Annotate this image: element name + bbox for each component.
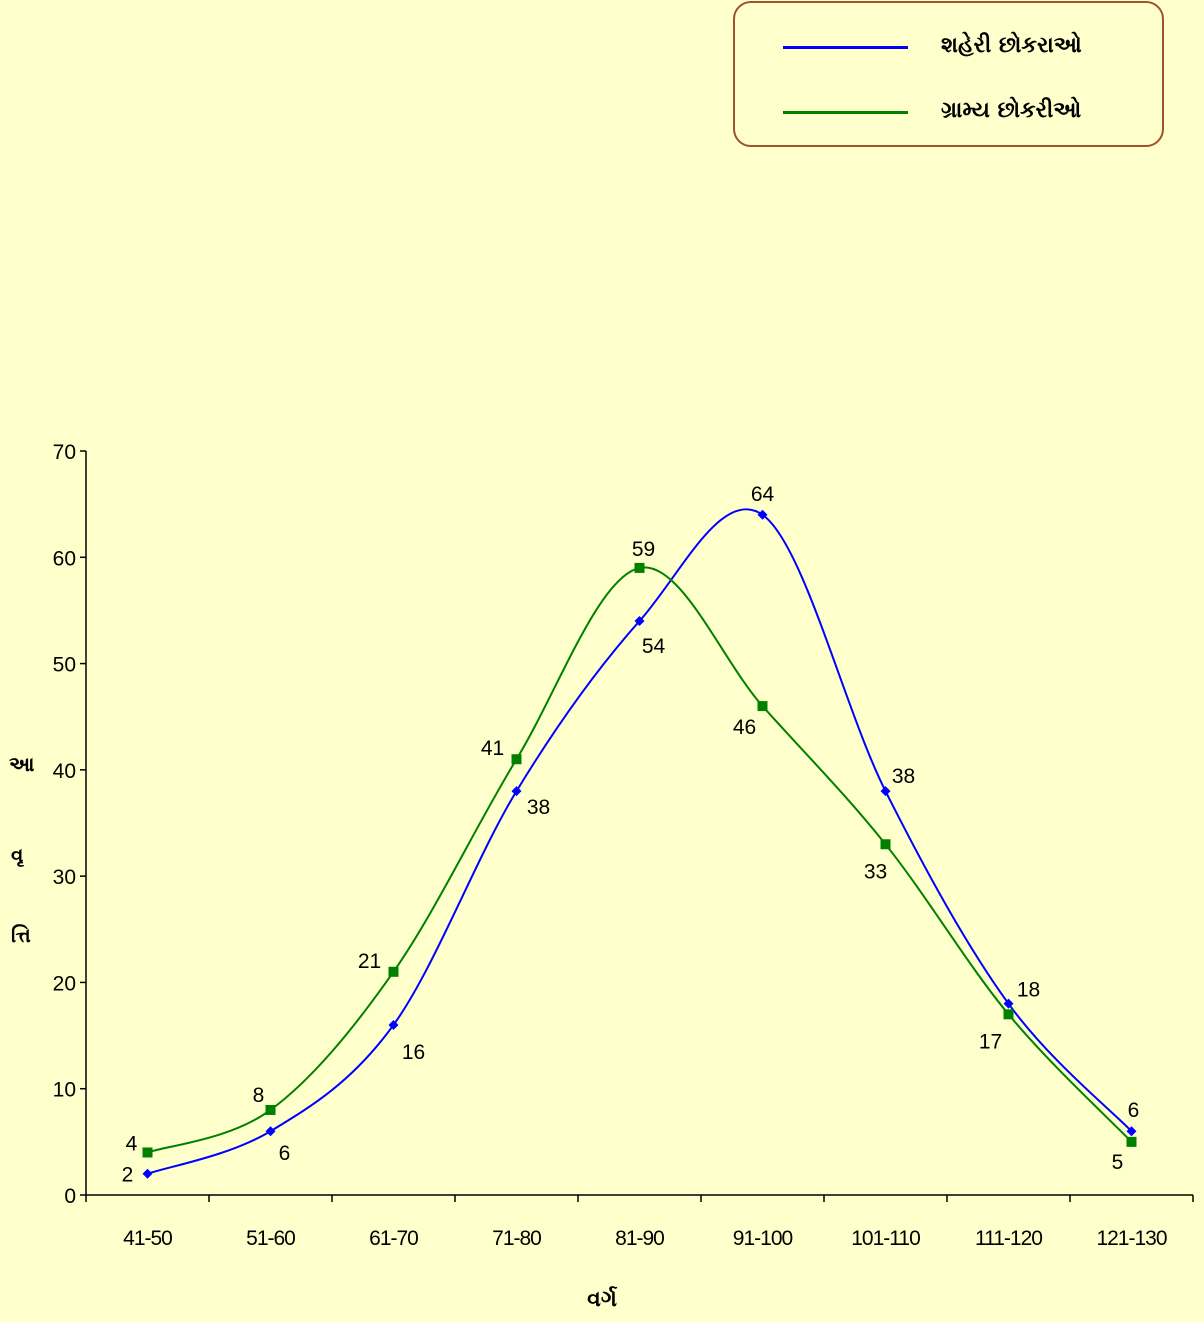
legend: શહેરી છોકરાઓ ગ્રામ્ય છોકરીઓ	[733, 1, 1164, 147]
series-2-marker	[757, 701, 768, 712]
series-line-2	[147, 566, 1133, 1154]
y-axis-label-part-1: આ	[9, 752, 35, 776]
x-tick-label: 111-120	[975, 1227, 1042, 1250]
data-label: 59	[632, 538, 655, 561]
data-label: 33	[864, 860, 887, 883]
y-axis-label-part-2: વૃ	[11, 843, 24, 867]
x-tick-label: 81-90	[615, 1227, 664, 1250]
legend-item-rural-girls: ગ્રામ્ય છોકરીઓ	[735, 92, 1162, 132]
y-tick-label: 40	[53, 760, 76, 783]
data-label: 64	[751, 483, 775, 506]
series-1-marker	[1003, 998, 1014, 1009]
data-label: 2	[122, 1164, 134, 1187]
legend-swatch-blue	[783, 46, 908, 49]
series-1-marker	[265, 1126, 276, 1137]
x-tick-label: 91-100	[733, 1227, 793, 1250]
series-1-marker	[880, 786, 891, 797]
y-tick-label: 30	[53, 866, 76, 889]
series-2-marker	[142, 1147, 153, 1158]
x-tick-label: 101-110	[851, 1227, 920, 1250]
series-2-marker	[634, 562, 645, 573]
y-tick-label: 10	[53, 1079, 76, 1102]
series-2-marker	[265, 1104, 276, 1115]
series-1-marker	[388, 1019, 399, 1030]
series-2-marker	[388, 966, 399, 977]
x-tick-label: 41-50	[123, 1227, 172, 1250]
data-label: 17	[979, 1030, 1002, 1053]
x-tick-label: 61-70	[369, 1227, 418, 1250]
data-label: 41	[481, 737, 504, 760]
data-label: 6	[279, 1142, 291, 1165]
x-tick-label: 121-130	[1096, 1227, 1166, 1250]
series-1-marker	[511, 786, 522, 797]
x-axis-label: વર્ગ	[587, 1287, 617, 1312]
data-label: 4	[126, 1132, 138, 1155]
data-label: 38	[892, 765, 915, 788]
y-tick-label: 20	[53, 972, 76, 995]
legend-label: ગ્રામ્ય છોકરીઓ	[941, 98, 1082, 123]
y-tick-label: 70	[53, 441, 76, 464]
data-label: 54	[642, 635, 666, 658]
series-2-marker	[511, 754, 522, 765]
data-label: 38	[527, 796, 550, 819]
series-1-marker	[757, 509, 768, 520]
y-tick-label: 50	[53, 654, 76, 677]
y-tick-label: 60	[53, 547, 76, 570]
data-label: 21	[358, 950, 381, 973]
series-1-marker	[142, 1168, 153, 1179]
x-tick-label: 51-60	[246, 1227, 295, 1250]
legend-swatch-green	[783, 111, 908, 114]
legend-label: શહેરી છોકરાઓ	[941, 33, 1082, 58]
data-label: 16	[402, 1041, 425, 1064]
data-label: 5	[1112, 1151, 1124, 1174]
series-2-marker	[880, 839, 891, 850]
x-tick-label: 71-80	[492, 1227, 541, 1250]
series-line-1	[147, 508, 1133, 1175]
series-2-marker	[1126, 1136, 1137, 1147]
data-label: 8	[253, 1084, 265, 1107]
y-tick-label: 0	[64, 1185, 76, 1208]
series-2-marker	[1003, 1009, 1014, 1020]
y-axis-label-part-3: ત્તિ	[11, 923, 31, 947]
legend-item-urban-boys: શહેરી છોકરાઓ	[735, 27, 1162, 67]
data-label: 46	[733, 716, 756, 739]
series-1-marker	[634, 616, 645, 627]
data-label: 6	[1128, 1099, 1140, 1122]
data-label: 18	[1017, 979, 1040, 1002]
series-1-marker	[1126, 1126, 1137, 1137]
